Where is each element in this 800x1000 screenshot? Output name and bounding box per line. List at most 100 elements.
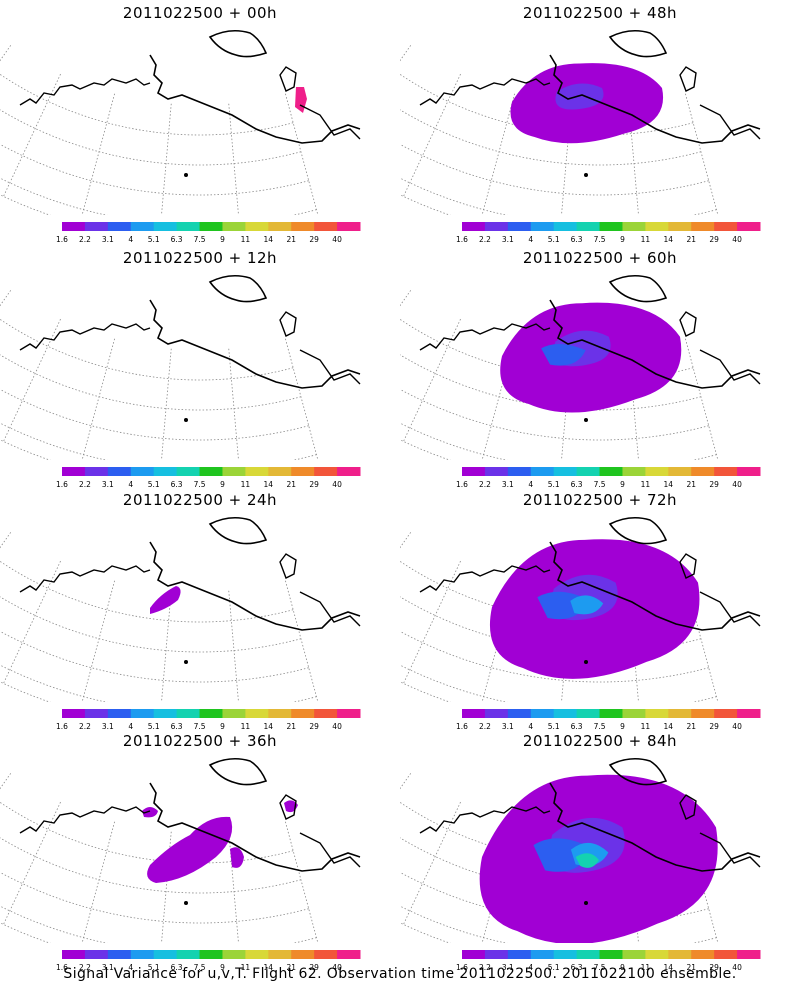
colorbar-swatch (714, 467, 738, 476)
colorbar-tick-label: 11 (241, 722, 251, 731)
island-marker (584, 660, 588, 664)
colorbar-tick-label: 2.2 (479, 235, 491, 244)
color-scale-bar: 1.6 2.2 3.1 4 5.1 6.3 7.5 9 11 14 21 29 40 (456, 950, 761, 972)
colorbar-tick-label: 9 (620, 235, 625, 244)
colorbar-tick-label: 7.5 (194, 963, 206, 972)
colorbar-swatch (714, 709, 738, 718)
colorbar-swatch (622, 467, 646, 476)
coastline-arctic-islands (608, 516, 668, 545)
coastline-west (19, 806, 151, 834)
colorbar-swatch (668, 467, 692, 476)
coastline-arctic-islands (208, 274, 268, 303)
graticule-meridian-line (81, 580, 115, 702)
forecast-map-panel: 2011022500 + 48h 1.6 2.2 3.1 4 5.1 6.3 7.5 9 11 14… (400, 0, 800, 245)
colorbar-swatch (737, 222, 761, 231)
colorbar-tick-label: 6.3 (571, 722, 583, 731)
colorbar-tick-label: 7.5 (194, 235, 206, 244)
colorbar-tick-label: 3.1 (102, 235, 114, 244)
colorbar-swatch (199, 467, 223, 476)
colorbar-swatch (714, 950, 738, 959)
graticule-latitude-line (400, 596, 702, 653)
graticule-meridian-line (285, 93, 319, 215)
variance-contour-region (575, 853, 599, 868)
colorbar-tick-label: 4 (128, 235, 133, 244)
colorbar-swatch (507, 709, 532, 718)
coastline-main (549, 54, 761, 144)
colorbar-swatch (107, 709, 132, 718)
colorbar-tick-label: 21 (286, 722, 296, 731)
graticule-latitude-line (0, 596, 302, 653)
colorbar-swatch (530, 467, 555, 476)
map-boundary-arc (400, 922, 452, 943)
colorbar-swatch (84, 709, 109, 718)
colorbar-tick-label: 40 (332, 722, 342, 731)
colorbar-swatch (199, 709, 223, 718)
graticule-latitude-line (0, 630, 309, 683)
island-marker (184, 901, 188, 905)
colorbar-swatch (530, 222, 555, 231)
graticule-latitude-line (400, 388, 709, 441)
colorbar-tick-label: 5.1 (148, 722, 160, 731)
polar-stereographic-map (400, 29, 761, 215)
colorbar-swatch (691, 709, 715, 718)
colorbar-swatch (553, 467, 578, 476)
colorbar-tick-label: 5.1 (548, 722, 560, 731)
panel-title: 2011022500 + 24h (122, 491, 278, 509)
colorbar-tick-label: 7.5 (594, 235, 606, 244)
colorbar-swatch (737, 950, 761, 959)
color-scale-bar: 1.6 2.2 3.1 4 5.1 6.3 7.5 9 11 14 21 29 40 (456, 467, 761, 489)
colorbar-tick-label: 9 (620, 963, 625, 972)
colorbar-tick-label: 9 (220, 235, 225, 244)
coastline-main (549, 299, 761, 389)
graticule-meridian-line (161, 103, 172, 215)
variance-contour-region (147, 816, 233, 883)
colorbar-tick-label: 7.5 (594, 963, 606, 972)
colorbar-tick-label: 9 (220, 480, 225, 489)
colorbar-tick-label: 3.1 (502, 963, 514, 972)
colorbar-swatch (222, 467, 246, 476)
colorbar-tick-label: 6.3 (571, 963, 583, 972)
graticule-latitude-line (0, 109, 302, 166)
graticule-latitude-line (0, 388, 309, 441)
colorbar-tick-label: 14 (664, 963, 674, 972)
colorbar-tick-label: 3.1 (102, 722, 114, 731)
colorbar-tick-label: 2.2 (479, 480, 491, 489)
graticule-latitude-line (400, 109, 702, 166)
map-boundary-arc (0, 194, 52, 215)
graticule-latitude-line (0, 871, 309, 924)
colorbar-tick-label: 3.1 (102, 963, 114, 972)
colorbar-tick-label: 29 (309, 722, 319, 731)
variance-contour-region (295, 87, 307, 113)
colorbar-swatch (599, 467, 623, 476)
colorbar-tick-label: 5.1 (148, 480, 160, 489)
colorbar-swatch (153, 950, 178, 959)
colorbar-tick-label: 6.3 (171, 963, 183, 972)
colorbar-tick-label: 21 (686, 480, 696, 489)
colorbar-tick-label: 5.1 (148, 963, 160, 972)
colorbar-swatch (314, 467, 338, 476)
polar-stereographic-map (0, 757, 361, 943)
graticule-latitude-line (400, 354, 702, 411)
graticule-latitude-line (400, 837, 702, 894)
graticule-meridian-line (228, 348, 239, 460)
colorbar-tick-label: 40 (332, 235, 342, 244)
colorbar-tick-label: 21 (686, 235, 696, 244)
colorbar-tick-label: 2.2 (479, 722, 491, 731)
colorbar-swatch (462, 467, 486, 476)
colorbar-swatch (130, 222, 155, 231)
colorbar-swatch (530, 950, 555, 959)
island-marker (584, 901, 588, 905)
coastline-west (419, 806, 551, 834)
graticule-meridian-line (403, 318, 461, 442)
colorbar-swatch (130, 709, 155, 718)
colorbar-swatch (599, 222, 623, 231)
colorbar-swatch (153, 709, 178, 718)
colorbar-tick-label: 9 (220, 963, 225, 972)
color-scale-bar: 1.6 2.2 3.1 4 5.1 6.3 7.5 9 11 14 21 29 40 (56, 222, 361, 244)
coastline-arctic-islands (608, 274, 668, 303)
coastline-main (149, 299, 361, 389)
panel-title: 2011022500 + 00h (122, 4, 278, 22)
colorbar-tick-label: 1.6 (56, 480, 68, 489)
colorbar-tick-label: 4 (528, 722, 533, 731)
coastline-west (19, 565, 151, 593)
